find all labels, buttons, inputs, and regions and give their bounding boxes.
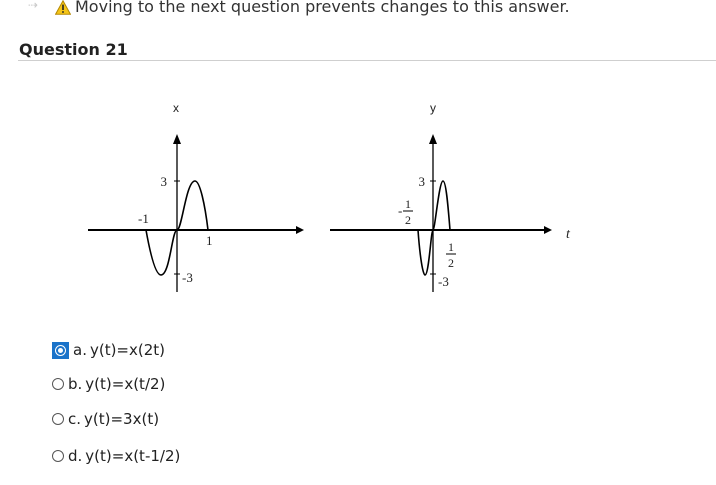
left-signal-curve — [145, 180, 209, 276]
radio-ring-icon — [55, 344, 66, 356]
right-tick-label-x-pos-denominator: 2 — [448, 256, 454, 270]
option-d-letter: d. — [68, 447, 83, 465]
question-divider — [18, 60, 716, 61]
option-d-text: y(t)=x(t-1/2) — [85, 447, 181, 465]
left-horizontal-arrow — [296, 226, 304, 234]
option-c-radio[interactable] — [52, 413, 64, 425]
right-tick-label-x-neg-sign: - — [398, 203, 402, 218]
left-vertical-arrow — [173, 134, 181, 144]
option-b[interactable]: b. y(t)=x(t/2) — [52, 374, 165, 394]
option-a-radio-selected[interactable] — [52, 341, 69, 359]
left-tick-label-y-pos: 3 — [161, 174, 168, 189]
right-tick-label-x-pos-numerator: 1 — [448, 240, 454, 254]
option-d[interactable]: d. y(t)=x(t-1/2) — [52, 446, 180, 466]
left-tick-label-x-neg: -1 — [138, 211, 149, 226]
next-arrow-icon: ⇢ — [28, 0, 39, 12]
right-signal-curve — [417, 180, 451, 276]
right-horizontal-axis-label: t — [566, 227, 571, 242]
right-tick-label-y-pos: 3 — [419, 174, 426, 189]
question-title: Question 21 — [19, 40, 128, 59]
option-b-radio[interactable] — [52, 378, 64, 390]
radio-dot-icon — [58, 347, 63, 353]
right-tick-label-x-neg-denominator: 2 — [405, 213, 411, 227]
option-c-text: y(t)=3x(t) — [84, 410, 160, 428]
option-b-letter: b. — [68, 375, 83, 393]
right-plot: y t 3 -3 - 1 2 1 2 — [330, 101, 571, 292]
left-plot: x 3 -3 -1 1 — [88, 101, 304, 292]
option-a-text: y(t)=x(2t) — [89, 341, 166, 359]
option-b-text: y(t)=x(t/2) — [85, 375, 166, 393]
left-tick-label-y-neg: -3 — [182, 270, 193, 285]
option-c[interactable]: c. y(t)=3x(t) — [52, 409, 159, 429]
right-vertical-arrow — [429, 134, 437, 144]
left-tick-label-x-pos: 1 — [206, 233, 213, 248]
right-tick-label-x-neg-numerator: 1 — [405, 197, 411, 211]
warning-icon — [55, 0, 71, 15]
left-vertical-axis-label: x — [173, 101, 179, 115]
right-vertical-axis-label: y — [430, 101, 436, 115]
right-tick-label-y-neg: -3 — [438, 274, 449, 289]
warning-text: Moving to the next question prevents cha… — [75, 0, 570, 16]
right-horizontal-arrow — [544, 226, 552, 234]
question-figure: x 3 -3 -1 1 y t 3 -3 - 1 2 1 2 — [88, 101, 571, 292]
option-a-letter: a. — [73, 341, 87, 359]
option-d-radio[interactable] — [52, 450, 64, 462]
option-c-letter: c. — [68, 410, 82, 428]
option-a[interactable]: a. y(t)=x(2t) — [52, 340, 165, 360]
